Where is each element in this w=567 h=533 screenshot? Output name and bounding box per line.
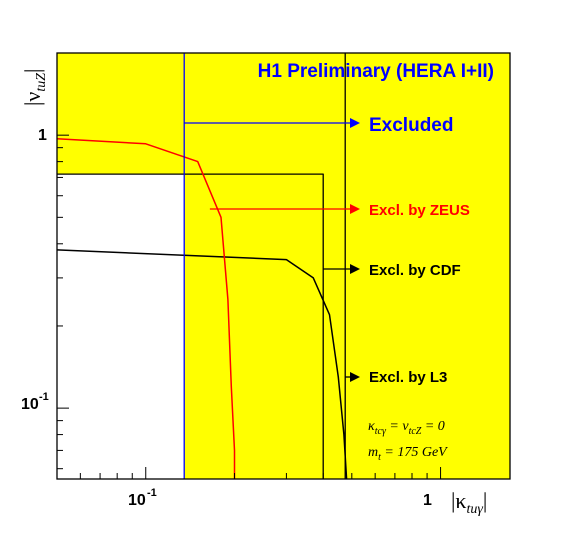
arrow-l3 (345, 372, 360, 382)
arrow-cdf (323, 264, 360, 274)
annotation-couplings: κtcγ = νtcZ = 0 (368, 419, 445, 437)
legend-label-l3: Excl. by L3 (369, 369, 447, 386)
cdf-box-line (57, 173, 324, 479)
arrow-excluded (184, 118, 360, 128)
arrow-head (350, 118, 360, 128)
svg-text:-1: -1 (147, 487, 157, 499)
arrow-head (350, 204, 360, 214)
legend-label-excluded: Excluded (369, 115, 453, 136)
svg-text:-1: -1 (39, 391, 49, 403)
svg-text:10: 10 (128, 492, 146, 509)
x-axis-title: |κtuγ| (451, 488, 487, 517)
y-tick-label-0.1: 10 -1 (21, 391, 49, 413)
arrow-zeus (209, 204, 360, 214)
legend-arrows (184, 118, 360, 382)
cdf-limit-curve (56, 249, 348, 480)
plot-frame (56, 52, 511, 480)
arrow-head (350, 264, 360, 274)
legend-label-zeus: Excl. by ZEUS (369, 202, 470, 219)
excluded-region (57, 53, 511, 479)
arrow-head (350, 372, 360, 382)
y-axis-title: |νtuZ| (20, 69, 49, 106)
chart-title: H1 Preliminary (HERA I+II) (258, 61, 494, 82)
x-tick-label-0.1: 10 -1 (128, 487, 157, 509)
limit-curves (56, 53, 348, 480)
excluded-area-l3 (345, 53, 510, 479)
annotation-top-mass: mt = 175 GeV (368, 445, 448, 463)
legend-label-cdf: Excl. by CDF (369, 262, 461, 279)
svg-text:10: 10 (21, 396, 39, 413)
x-tick-label-1: 1 (423, 492, 432, 509)
zeus-limit-curve (56, 138, 236, 479)
y-tick-label-1: 1 (38, 127, 47, 144)
